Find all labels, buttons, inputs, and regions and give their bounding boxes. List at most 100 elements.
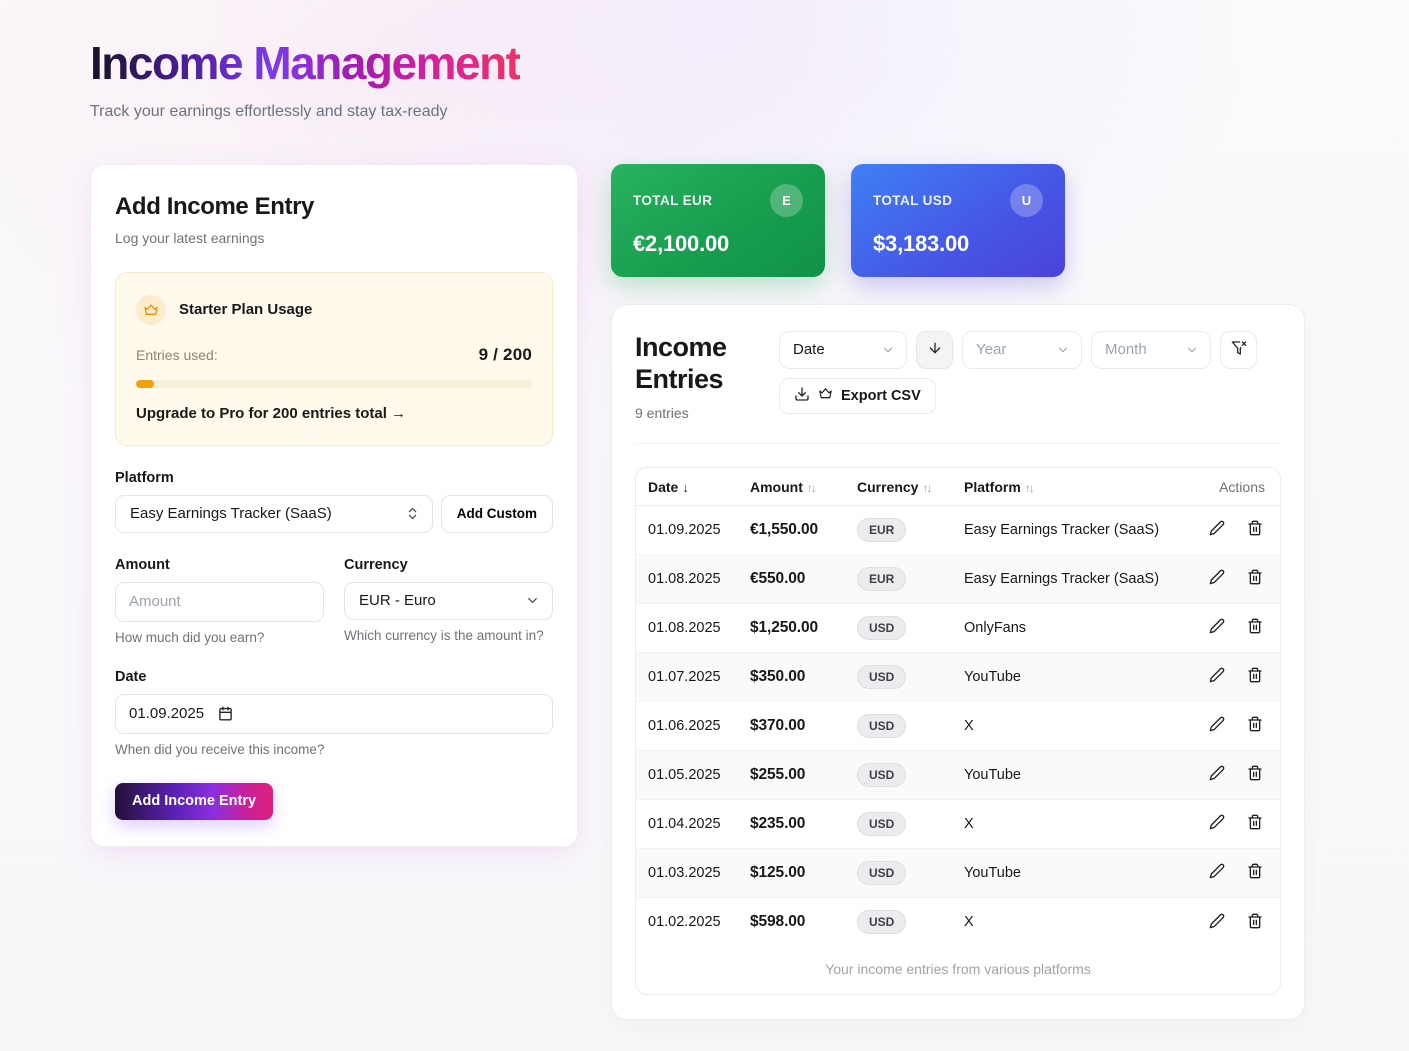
chevron-down-icon: [881, 343, 895, 357]
chevron-down-icon: [1056, 343, 1070, 357]
amount-label: Amount: [115, 556, 170, 573]
table-caption: Your income entries from various platfor…: [825, 961, 1091, 978]
cell-currency: USD: [845, 897, 952, 946]
platform-label: Platform: [115, 469, 174, 486]
delete-button[interactable]: [1243, 859, 1267, 886]
table-row: 01.06.2025 $370.00 USD X: [636, 701, 1280, 750]
cell-currency: USD: [845, 603, 952, 652]
pencil-icon: [1209, 717, 1225, 735]
page-header: Income Management Track your earnings ef…: [90, 38, 1305, 121]
total-eur-card: TOTAL EUR E €2,100.00: [611, 163, 825, 277]
sort-by-select[interactable]: Date: [779, 330, 907, 369]
upgrade-link[interactable]: Upgrade to Pro for 200 entries total →: [136, 404, 407, 422]
add-income-card: Add Income Entry Log your latest earning…: [90, 163, 578, 847]
delete-button[interactable]: [1243, 909, 1267, 936]
cell-currency: USD: [845, 848, 952, 897]
cell-date: 01.09.2025: [648, 521, 721, 538]
table-row: 01.08.2025 €550.00 EUR Easy Earnings Tra…: [636, 554, 1280, 604]
edit-button[interactable]: [1205, 614, 1229, 641]
cell-date: 01.08.2025: [648, 619, 721, 636]
platform-select[interactable]: Easy Earnings Tracker (SaaS): [115, 494, 433, 533]
cell-date: 01.06.2025: [648, 717, 721, 734]
edit-button[interactable]: [1205, 516, 1229, 543]
amount-input[interactable]: [115, 581, 324, 622]
edit-button[interactable]: [1205, 859, 1229, 886]
year-select[interactable]: Year: [962, 330, 1082, 369]
currency-select-value: EUR - Euro: [359, 592, 436, 610]
trash-icon: [1247, 815, 1263, 833]
currency-badge: USD: [857, 762, 907, 787]
platform-select-value: Easy Earnings Tracker (SaaS): [130, 505, 332, 523]
delete-button[interactable]: [1243, 663, 1267, 690]
delete-button[interactable]: [1243, 565, 1267, 592]
pencil-icon: [1209, 570, 1225, 588]
date-helper: When did you receive this income?: [115, 741, 325, 757]
edit-button[interactable]: [1205, 909, 1229, 936]
calendar-icon[interactable]: [218, 706, 233, 721]
month-placeholder: Month: [1105, 341, 1147, 359]
delete-button[interactable]: [1243, 614, 1267, 641]
plan-title: Starter Plan Usage: [179, 301, 313, 319]
month-select[interactable]: Month: [1091, 330, 1211, 369]
edit-button[interactable]: [1205, 712, 1229, 739]
trash-icon: [1247, 619, 1263, 637]
date-value: 01.09.2025: [129, 705, 205, 723]
currency-badge: EUR: [857, 517, 907, 542]
column-header-currency[interactable]: Currency ↑↓: [845, 468, 952, 506]
clear-filters-button[interactable]: [1220, 330, 1257, 369]
page-title: Income Management: [90, 37, 521, 89]
table-row: 01.02.2025 $598.00 USD X: [636, 897, 1280, 946]
pencil-icon: [1209, 864, 1225, 882]
cell-platform: X: [964, 914, 974, 931]
currency-badge: USD: [857, 860, 907, 885]
panel-title: Income Entries: [635, 331, 727, 394]
trash-icon: [1247, 717, 1263, 735]
column-header-amount[interactable]: Amount ↑↓: [738, 468, 845, 506]
sort-by-value: Date: [793, 341, 825, 359]
delete-button[interactable]: [1243, 516, 1267, 543]
currency-label: Currency: [344, 556, 408, 573]
table-row: 01.05.2025 $255.00 USD YouTube: [636, 750, 1280, 800]
edit-button[interactable]: [1205, 810, 1229, 837]
trash-icon: [1247, 570, 1263, 588]
cell-date: 01.04.2025: [648, 815, 721, 832]
cell-currency: USD: [845, 701, 952, 750]
trash-icon: [1247, 913, 1263, 932]
add-custom-button[interactable]: Add Custom: [440, 494, 553, 533]
delete-button[interactable]: [1243, 712, 1267, 739]
cell-amount: €1,550.00: [750, 520, 819, 538]
usd-badge: U: [1010, 183, 1043, 217]
card-subtitle: Log your latest earnings: [115, 229, 265, 246]
date-input[interactable]: 01.09.2025: [115, 693, 553, 734]
cell-platform: OnlyFans: [964, 619, 1027, 636]
currency-badge: USD: [857, 910, 907, 935]
delete-button[interactable]: [1243, 810, 1267, 837]
currency-badge: USD: [857, 664, 907, 689]
sort-icon: ↑↓: [1024, 480, 1035, 495]
column-header-date[interactable]: Date ↓: [636, 468, 738, 506]
pencil-icon: [1209, 766, 1225, 784]
edit-button[interactable]: [1205, 663, 1229, 690]
chevrons-up-down-icon: [405, 506, 420, 521]
trash-icon: [1247, 521, 1263, 539]
sort-icon: ↑↓: [806, 480, 817, 495]
edit-button[interactable]: [1205, 565, 1229, 592]
cell-platform: YouTube: [964, 766, 1021, 783]
entries-table: Date ↓ Amount ↑↓ Currency ↑↓ Platform ↑↓ Act…: [635, 467, 1281, 996]
edit-button[interactable]: [1205, 761, 1229, 788]
plan-usage-box: Starter Plan Usage Entries used: 9 / 200…: [115, 271, 553, 446]
sort-direction-button[interactable]: [916, 330, 953, 369]
currency-select[interactable]: EUR - Euro: [344, 581, 553, 620]
add-income-entry-button[interactable]: Add Income Entry: [115, 782, 274, 820]
pencil-icon: [1209, 913, 1225, 932]
export-csv-button[interactable]: Export CSV: [779, 377, 936, 414]
column-header-platform[interactable]: Platform ↑↓: [952, 468, 1183, 506]
sort-icon: ↑↓: [922, 480, 932, 495]
page: Income Management Track your earnings ef…: [90, 38, 1305, 1021]
cell-date: 01.02.2025: [648, 914, 721, 931]
cell-currency: EUR: [845, 554, 952, 603]
cell-platform: YouTube: [964, 864, 1021, 881]
delete-button[interactable]: [1243, 761, 1267, 788]
chevron-down-icon: [525, 593, 540, 608]
card-title: Add Income Entry: [115, 192, 314, 220]
